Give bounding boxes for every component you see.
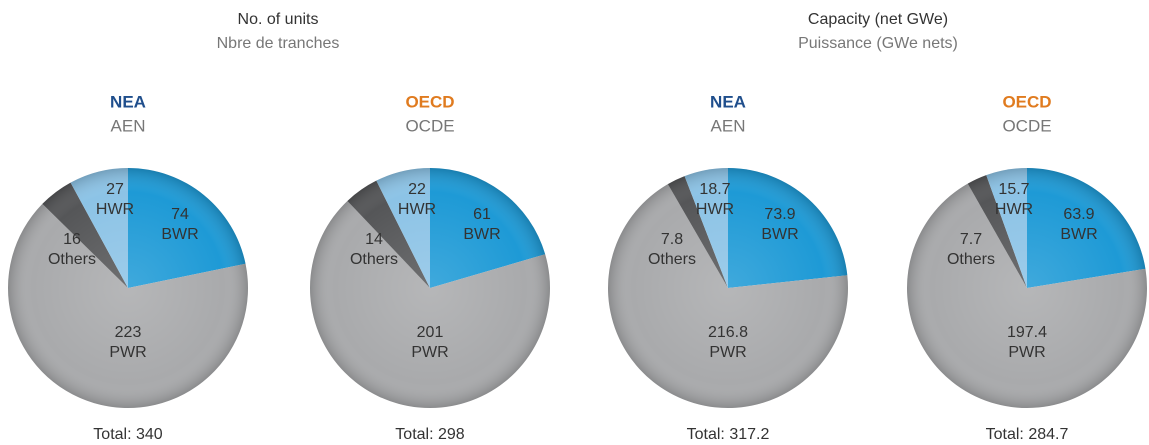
- pie-shade: [608, 168, 848, 408]
- category-label: BWR: [761, 226, 798, 243]
- category-label: PWR: [109, 344, 146, 361]
- category-label: Others: [350, 251, 398, 268]
- pie-total: Total: 284.7: [986, 426, 1069, 443]
- value-label: 63.9: [1063, 206, 1094, 223]
- value-label: 7.7: [960, 231, 982, 248]
- value-label: 73.9: [764, 206, 795, 223]
- pie-total: Total: 340: [93, 426, 162, 443]
- value-label: 16: [63, 231, 81, 248]
- value-label: 216.8: [708, 324, 748, 341]
- category-label: HWR: [696, 201, 734, 218]
- category-label: Others: [947, 251, 995, 268]
- group-subtitle: Puissance (GWe nets): [798, 35, 958, 52]
- pie-shade: [907, 168, 1147, 408]
- value-label: 201: [417, 324, 444, 341]
- category-label: BWR: [463, 226, 500, 243]
- value-label: 223: [115, 324, 142, 341]
- category-label: PWR: [411, 344, 448, 361]
- pie-subtitle: OCDE: [405, 116, 454, 135]
- category-label: HWR: [995, 201, 1033, 218]
- pie-subtitle: AEN: [111, 116, 146, 135]
- pie-title: OECD: [1002, 92, 1051, 111]
- value-label: 7.8: [661, 231, 683, 248]
- pie-title: OECD: [405, 92, 454, 111]
- pie-title: NEA: [110, 92, 146, 111]
- pie-subtitle: AEN: [711, 116, 746, 135]
- value-label: 15.7: [998, 181, 1029, 198]
- pie-shade: [8, 168, 248, 408]
- category-label: PWR: [709, 344, 746, 361]
- pie-title: NEA: [710, 92, 746, 111]
- value-label: 14: [365, 231, 383, 248]
- pie-subtitle: OCDE: [1002, 116, 1051, 135]
- value-label: 27: [106, 181, 124, 198]
- value-label: 22: [408, 181, 426, 198]
- pie-shade: [310, 168, 550, 408]
- value-label: 74: [171, 206, 189, 223]
- value-label: 18.7: [699, 181, 730, 198]
- category-label: PWR: [1008, 344, 1045, 361]
- group-title: No. of units: [238, 11, 319, 28]
- value-label: 197.4: [1007, 324, 1047, 341]
- category-label: Others: [648, 251, 696, 268]
- pie-total: Total: 317.2: [687, 426, 770, 443]
- category-label: BWR: [161, 226, 198, 243]
- category-label: BWR: [1060, 226, 1097, 243]
- group-title: Capacity (net GWe): [808, 11, 948, 28]
- value-label: 61: [473, 206, 491, 223]
- category-label: HWR: [398, 201, 436, 218]
- category-label: HWR: [96, 201, 134, 218]
- category-label: Others: [48, 251, 96, 268]
- group-subtitle: Nbre de tranches: [217, 35, 340, 52]
- pie-total: Total: 298: [395, 426, 464, 443]
